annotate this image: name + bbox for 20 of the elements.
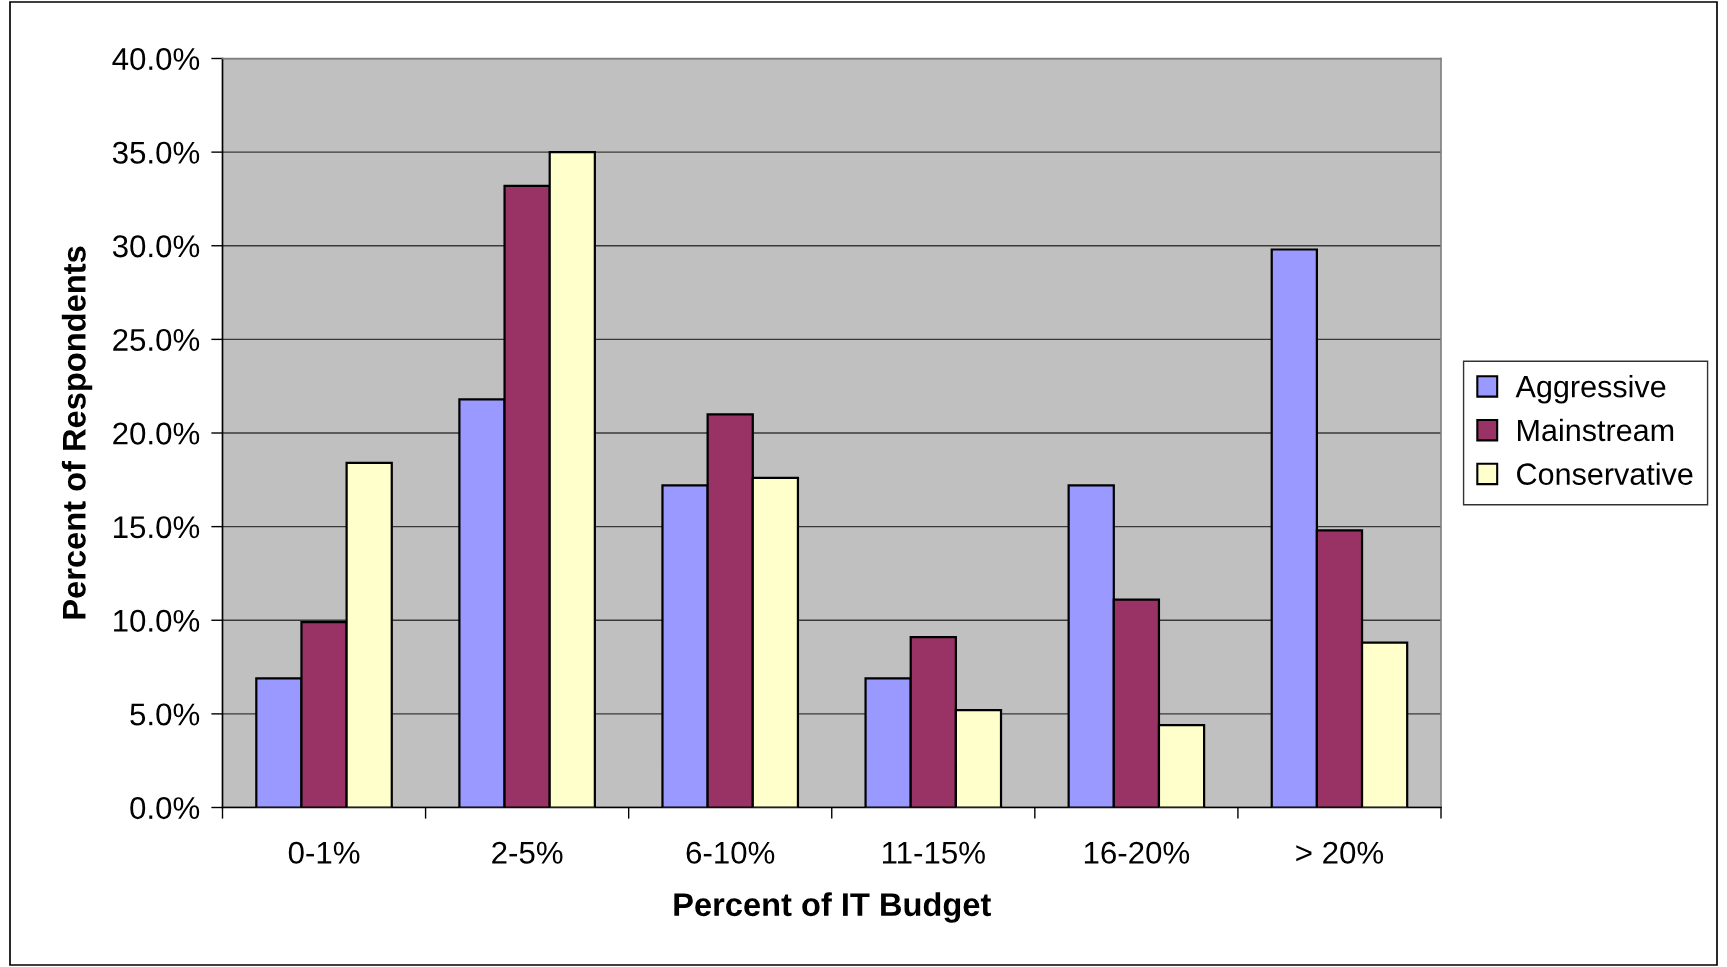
legend-label: Conservative xyxy=(1517,462,1693,485)
x-tick-label: > 20% xyxy=(1296,841,1384,864)
y-tick-label: 30.0% xyxy=(112,235,200,258)
y-tick-label: 15.0% xyxy=(114,516,200,539)
legend-label: Mainstream xyxy=(1518,418,1674,442)
legend-label: Aggressive xyxy=(1515,375,1666,404)
y-axis-title: Percent of Respondents xyxy=(61,246,93,619)
x-tick-label: 2-5% xyxy=(492,841,563,864)
y-tick-label: 0.0% xyxy=(130,797,200,820)
y-tick-label: 20.0% xyxy=(113,422,200,445)
y-tick-label: 40.0% xyxy=(112,48,200,71)
y-tick-label: 35.0% xyxy=(112,141,200,164)
x-tick-label: 0-1% xyxy=(288,841,360,864)
x-axis-title: Percent of IT Budget xyxy=(674,892,991,923)
y-tick-label: 10.0% xyxy=(114,609,200,632)
y-tick-label: 5.0% xyxy=(130,703,200,726)
y-tick-label: 25.0% xyxy=(113,328,200,352)
x-tick-label: 11-15% xyxy=(882,841,985,864)
x-tick-label: 16-20% xyxy=(1084,841,1190,864)
x-tick-label: 6-10% xyxy=(686,841,775,864)
